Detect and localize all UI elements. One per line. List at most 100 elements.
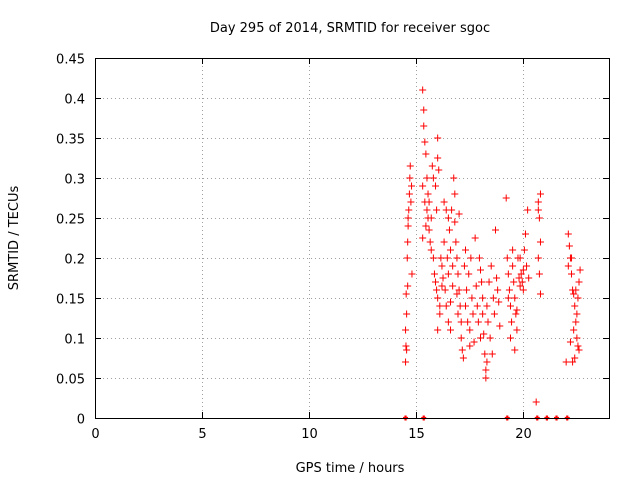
- data-point: [532, 398, 540, 406]
- data-point: [406, 174, 414, 182]
- data-point: [429, 254, 437, 262]
- data-point: [444, 318, 452, 326]
- data-point: [455, 210, 463, 218]
- data-point: [422, 222, 430, 230]
- data-point: [430, 270, 438, 278]
- x-tick-label: 10: [301, 427, 318, 442]
- data-point: [491, 226, 499, 234]
- data-point: [434, 154, 442, 162]
- data-point: [568, 270, 576, 278]
- data-point: [566, 338, 574, 346]
- data-point: [520, 246, 528, 254]
- axes: 0 5 10 15 20 0 0.05 0.1 0.15 0.2 0.25 0.3 0.35 0.4 0.4…: [56, 53, 610, 442]
- data-point: [483, 302, 491, 310]
- data-point: [488, 350, 496, 358]
- data-point: [565, 242, 573, 250]
- data-point: [468, 294, 476, 302]
- data-point: [570, 290, 578, 298]
- data-point: [402, 326, 410, 334]
- data-point: [424, 190, 432, 198]
- data-point: [453, 254, 461, 262]
- data-point: [466, 326, 474, 334]
- data-point: [457, 318, 465, 326]
- data-point: [524, 206, 532, 214]
- data-point: [516, 254, 524, 262]
- data-point: [472, 282, 480, 290]
- data-point: [575, 346, 583, 354]
- data-point: [448, 206, 456, 214]
- data-point: [534, 254, 542, 262]
- data-point: [454, 270, 462, 278]
- data-point: [447, 246, 455, 254]
- data-point: [420, 106, 428, 114]
- data-point: [469, 310, 477, 318]
- data-point: [423, 174, 431, 182]
- data-point: [428, 162, 436, 170]
- y-tick-label: 0.05: [56, 373, 85, 388]
- data-point: [440, 198, 448, 206]
- y-axis-label: SRMTID / TECUs: [7, 186, 22, 291]
- data-point: [511, 294, 519, 302]
- data-point: [509, 246, 517, 254]
- data-point: [481, 350, 489, 358]
- data-point: [444, 270, 452, 278]
- data-point: [573, 310, 581, 318]
- data-point: [425, 198, 433, 206]
- data-point: [517, 270, 525, 278]
- data-point: [503, 254, 511, 262]
- data-point: [419, 234, 427, 242]
- data-point: [435, 166, 443, 174]
- data-point: [485, 278, 493, 286]
- data-point: [535, 214, 543, 222]
- data-points: [402, 86, 584, 421]
- data-point: [425, 226, 433, 234]
- data-point: [515, 274, 523, 282]
- data-point: [441, 286, 449, 294]
- data-point: [437, 254, 445, 262]
- data-point: [421, 138, 429, 146]
- data-point: [429, 174, 437, 182]
- data-point: [453, 290, 461, 298]
- data-point: [513, 306, 521, 314]
- data-point: [432, 278, 440, 286]
- data-point: [479, 294, 487, 302]
- data-point: [523, 262, 531, 270]
- data-point: [454, 310, 462, 318]
- data-point: [467, 254, 475, 262]
- data-point: [449, 262, 457, 270]
- y-tick-label: 0.4: [64, 93, 85, 108]
- data-point: [447, 326, 455, 334]
- data-point: [473, 302, 481, 310]
- data-point: [471, 234, 479, 242]
- data-point: [464, 318, 472, 326]
- data-point: [575, 278, 583, 286]
- data-point: [534, 198, 542, 206]
- data-point: [404, 214, 412, 222]
- x-tick-label: 0: [91, 427, 99, 442]
- data-point: [474, 318, 482, 326]
- y-tick-label: 0.35: [56, 133, 85, 148]
- data-point: [574, 342, 582, 350]
- data-point: [568, 254, 576, 262]
- data-point: [470, 338, 478, 346]
- data-point: [494, 286, 502, 294]
- data-point: [457, 334, 465, 342]
- data-point: [402, 342, 410, 350]
- data-point: [513, 326, 521, 334]
- data-point: [506, 302, 514, 310]
- data-point: [439, 274, 447, 282]
- data-point: [404, 238, 412, 246]
- data-point: [460, 262, 468, 270]
- data-point: [438, 262, 446, 270]
- y-tick-label: 0.2: [64, 253, 85, 268]
- data-point: [445, 226, 453, 234]
- data-point: [534, 206, 542, 214]
- data-point: [419, 86, 427, 94]
- data-point: [408, 182, 416, 190]
- data-point: [536, 190, 544, 198]
- data-point: [433, 206, 441, 214]
- data-point: [434, 134, 442, 142]
- data-point: [426, 238, 434, 246]
- data-point: [482, 366, 490, 374]
- data-point: [508, 318, 516, 326]
